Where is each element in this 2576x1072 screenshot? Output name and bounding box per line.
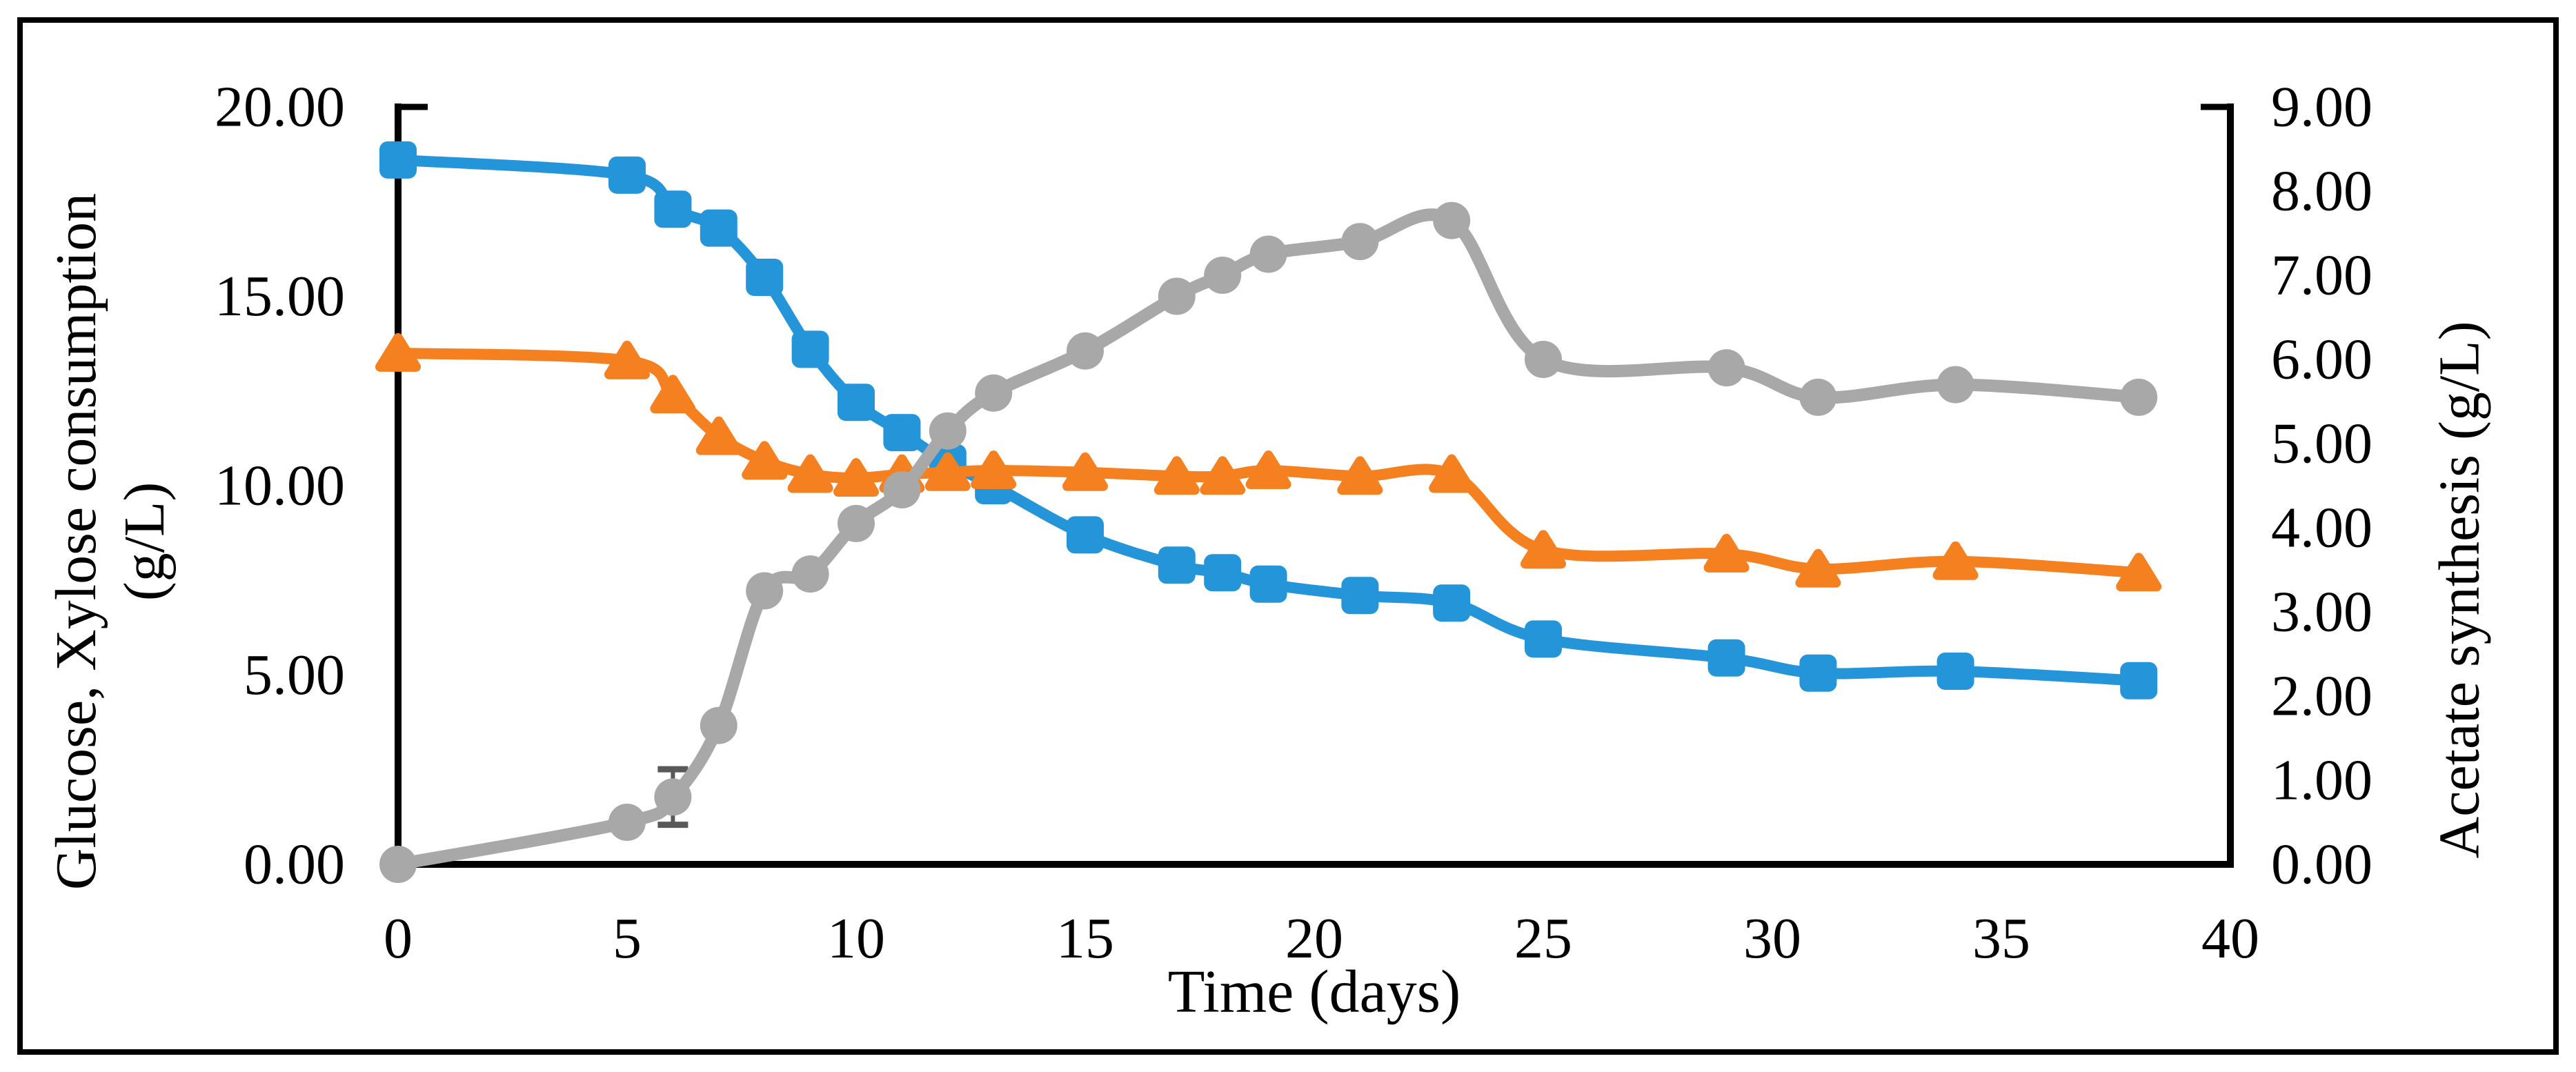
left-axis-title-line2: (g/L): [112, 482, 177, 602]
data-point-triangle: [742, 441, 788, 480]
data-point-square: [1525, 620, 1562, 658]
data-point-triangle: [1520, 530, 1566, 569]
data-point-square: [654, 190, 692, 228]
data-point-square: [379, 141, 417, 179]
data-point-triangle: [1245, 450, 1291, 490]
data-point-circle: [1433, 201, 1471, 239]
chart-frame: [17, 17, 2559, 1055]
data-point-circle: [791, 555, 829, 593]
data-point-square: [838, 384, 875, 421]
data-point-circle: [654, 778, 692, 816]
data-point-circle: [1707, 349, 1745, 387]
data-point-triangle: [375, 332, 421, 372]
right-tick-label: 0.00: [2271, 833, 2372, 897]
x-tick-label: 5: [613, 906, 642, 971]
data-point-square: [1799, 654, 1837, 692]
data-point-square: [746, 259, 784, 297]
data-point-triangle: [604, 340, 650, 379]
data-point-triangle: [1200, 456, 1246, 495]
data-point-triangle: [695, 416, 742, 455]
data-point-circle: [379, 846, 417, 883]
data-point-circle: [700, 706, 737, 744]
data-point-triangle: [1337, 456, 1383, 495]
series-glucose: [379, 141, 2158, 699]
data-point-circle: [1158, 277, 1196, 315]
series-acetate: [379, 201, 2158, 883]
left-tick-label: 0.00: [244, 833, 345, 897]
left-axis-title: Glucose, Xylose consumption (g/L): [42, 193, 179, 890]
x-tick-label: 15: [1056, 906, 1114, 971]
right-tick-label: 9.00: [2271, 75, 2372, 139]
data-point-square: [791, 330, 829, 368]
data-point-circle: [1249, 235, 1287, 273]
data-point-square: [608, 156, 646, 194]
series-xylose: [375, 332, 2162, 592]
data-point-circle: [746, 572, 784, 610]
data-point-circle: [883, 471, 921, 509]
data-point-circle: [1341, 223, 1379, 261]
right-tick-label: 4.00: [2271, 496, 2372, 560]
data-point-square: [1707, 639, 1745, 677]
data-point-square: [1067, 516, 1104, 554]
data-point-triangle: [924, 452, 971, 491]
data-point-circle: [975, 374, 1013, 412]
x-axis-ticks: 0 5 10 15 20 25 30 35 40: [384, 906, 2259, 971]
right-tick-label: 2.00: [2271, 664, 2372, 728]
data-point-square: [1433, 584, 1471, 622]
right-tick-label: 8.00: [2271, 159, 2372, 224]
data-point-square: [2120, 662, 2158, 699]
data-point-triangle: [833, 458, 879, 497]
left-tick-label: 15.00: [215, 264, 345, 328]
x-tick-label: 10: [827, 906, 885, 971]
left-tick-label: 10.00: [215, 454, 345, 518]
data-point-triangle: [2116, 553, 2162, 592]
data-point-square: [1936, 653, 1974, 691]
data-point-circle: [1067, 332, 1104, 370]
data-point-circle: [1936, 366, 1974, 404]
data-point-circle: [2120, 378, 2158, 416]
data-point-triangle: [971, 450, 1017, 490]
data-point-triangle: [1429, 454, 1475, 493]
x-tick-label: 35: [1972, 906, 2030, 971]
left-axis-title-line1: Glucose, Xylose consumption: [43, 192, 108, 891]
data-point-triangle: [650, 375, 696, 414]
data-point-triangle: [1703, 533, 1750, 573]
right-axis-title: Acetate synthesis (g/L): [2427, 321, 2492, 859]
x-tick-label: 40: [2201, 906, 2259, 971]
data-point-square: [1158, 546, 1196, 584]
data-point-triangle: [1062, 452, 1108, 491]
data-point-triangle: [787, 454, 833, 493]
data-point-circle: [838, 504, 875, 542]
right-tick-label: 5.00: [2271, 412, 2372, 476]
data-point-square: [1249, 565, 1287, 603]
data-point-square: [883, 414, 921, 452]
right-axis-ticks: 0.00 1.00 2.00 3.00 4.00 5.00 6.00 7.00 8.00 9.00: [2271, 75, 2372, 897]
data-point-triangle: [1153, 456, 1200, 495]
x-axis-title: Time (days): [1167, 958, 1461, 1026]
x-tick-label: 25: [1514, 906, 1572, 971]
right-tick-label: 3.00: [2271, 580, 2372, 644]
data-point-circle: [1525, 341, 1562, 378]
data-point-triangle: [1932, 541, 1979, 580]
data-point-square: [700, 209, 737, 247]
x-tick-label: 20: [1285, 906, 1343, 971]
x-tick-label: 0: [384, 906, 413, 971]
right-tick-label: 7.00: [2271, 244, 2372, 308]
data-point-circle: [929, 412, 967, 450]
data-point-circle: [1204, 257, 1242, 294]
right-tick-label: 1.00: [2271, 748, 2372, 813]
data-point-circle: [608, 804, 646, 841]
data-point-circle: [1799, 378, 1837, 416]
right-tick-label: 6.00: [2271, 328, 2372, 392]
data-point-square: [1341, 577, 1379, 615]
left-tick-label: 20.00: [215, 75, 345, 139]
x-tick-label: 30: [1743, 906, 1801, 971]
left-tick-label: 5.00: [244, 643, 345, 707]
data-point-triangle: [1795, 548, 1841, 588]
left-axis-ticks: 0.00 5.00 10.00 15.00 20.00: [215, 75, 345, 897]
data-point-square: [1204, 554, 1242, 592]
